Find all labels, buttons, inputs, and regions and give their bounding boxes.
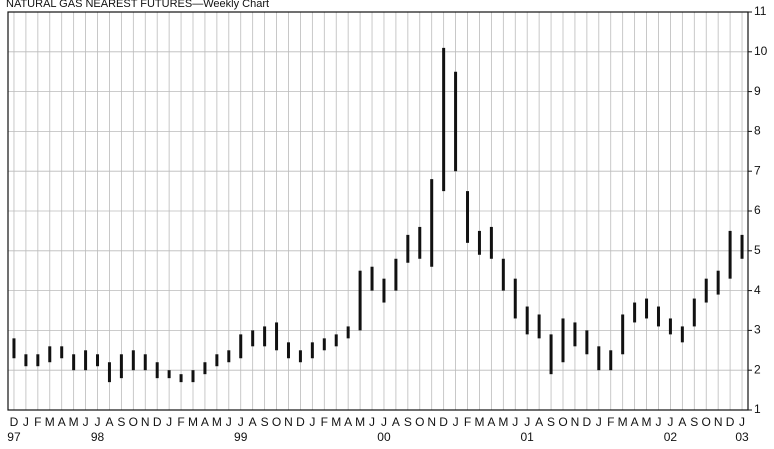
x-tick-label: J (83, 415, 89, 429)
x-tick-label: S (117, 415, 125, 429)
x-tick-label: M (474, 415, 484, 429)
x-tick-label: M (69, 415, 79, 429)
x-tick-label: F (34, 415, 41, 429)
year-label: 99 (234, 430, 248, 444)
x-tick-label: M (331, 415, 341, 429)
x-tick-label: J (524, 415, 530, 429)
x-tick-label: A (392, 415, 400, 429)
y-tick-label: 5 (754, 243, 761, 257)
x-tick-label: J (309, 415, 315, 429)
x-tick-label: A (535, 415, 543, 429)
x-tick-label: N (571, 415, 580, 429)
year-label: 00 (377, 430, 391, 444)
x-tick-label: J (512, 415, 518, 429)
y-tick-label: 4 (754, 283, 761, 297)
y-tick-label: 11 (754, 4, 767, 18)
x-tick-label: J (596, 415, 602, 429)
x-tick-label: M (188, 415, 198, 429)
x-tick-label: S (547, 415, 555, 429)
x-tick-label: J (166, 415, 172, 429)
x-tick-label: M (45, 415, 55, 429)
x-tick-label: F (321, 415, 328, 429)
x-tick-label: D (10, 415, 19, 429)
y-tick-label: 10 (754, 44, 768, 58)
year-label: 98 (91, 430, 105, 444)
x-tick-label: O (129, 415, 138, 429)
x-tick-label: D (439, 415, 448, 429)
x-tick-label: F (177, 415, 184, 429)
plot-frame (7, 11, 749, 411)
year-label: 97 (7, 430, 21, 444)
x-tick-label: A (105, 415, 113, 429)
x-tick-label: O (558, 415, 567, 429)
x-tick-label: J (453, 415, 459, 429)
x-tick-label: M (642, 415, 652, 429)
x-tick-label: A (249, 415, 257, 429)
x-tick-label: N (427, 415, 436, 429)
x-tick-label: S (690, 415, 698, 429)
chart-title: NATURAL GAS NEAREST FUTURES—Weekly Chart (6, 0, 269, 10)
x-tick-label: D (726, 415, 735, 429)
x-tick-label: O (272, 415, 281, 429)
x-tick-label: S (404, 415, 412, 429)
x-tick-label: D (153, 415, 162, 429)
x-tick-label: M (355, 415, 365, 429)
x-tick-label: N (714, 415, 723, 429)
x-tick-label: S (261, 415, 269, 429)
x-tick-label: J (655, 415, 661, 429)
x-tick-label: M (498, 415, 508, 429)
x-tick-label: J (95, 415, 101, 429)
x-tick-label: D (296, 415, 305, 429)
x-tick-label: F (464, 415, 471, 429)
x-tick-label: A (201, 415, 209, 429)
y-tick-label: 8 (754, 124, 761, 138)
x-tick-label: O (415, 415, 424, 429)
x-tick-label: J (238, 415, 244, 429)
x-tick-label: M (618, 415, 628, 429)
x-tick-label: M (212, 415, 222, 429)
year-label: 02 (664, 430, 678, 444)
x-tick-label: A (344, 415, 352, 429)
x-tick-label: J (381, 415, 387, 429)
x-tick-label: J (23, 415, 29, 429)
x-tick-label: D (583, 415, 592, 429)
y-tick-label: 3 (754, 323, 761, 337)
x-tick-label: J (226, 415, 232, 429)
x-tick-label: N (284, 415, 293, 429)
x-tick-label: N (141, 415, 150, 429)
y-tick-label: 1 (754, 402, 761, 416)
y-tick-label: 2 (754, 362, 761, 376)
x-tick-label: A (487, 415, 495, 429)
y-tick-label: 7 (754, 163, 761, 177)
x-tick-label: A (58, 415, 66, 429)
year-label: 03 (735, 430, 749, 444)
y-tick-label: 6 (754, 203, 761, 217)
x-tick-label: J (739, 415, 745, 429)
x-tick-label: J (667, 415, 673, 429)
x-tick-label: J (369, 415, 375, 429)
x-tick-label: A (678, 415, 686, 429)
year-label: 01 (521, 430, 535, 444)
x-tick-label: A (631, 415, 639, 429)
x-tick-label: F (607, 415, 614, 429)
y-tick-label: 9 (754, 84, 761, 98)
x-tick-label: O (702, 415, 711, 429)
